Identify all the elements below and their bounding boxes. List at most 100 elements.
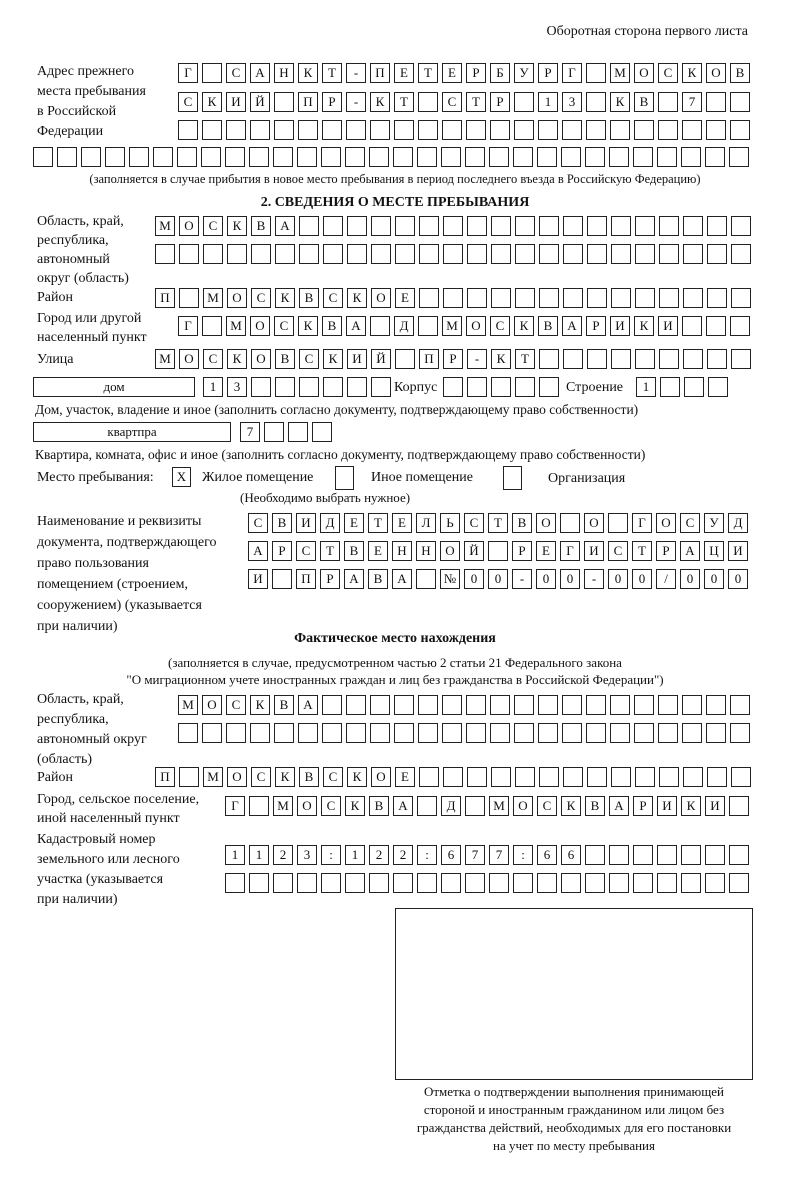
char-cell[interactable]: С [248, 513, 268, 533]
char-cell[interactable]: Ц [704, 541, 724, 561]
char-cell[interactable] [609, 147, 629, 167]
char-cell[interactable] [731, 767, 751, 787]
char-cell[interactable]: О [251, 349, 271, 369]
char-cell[interactable] [225, 873, 245, 893]
char-cell[interactable] [562, 120, 582, 140]
char-cell[interactable]: 0 [704, 569, 724, 589]
char-cell[interactable]: О [179, 216, 199, 236]
char-cell[interactable]: 1 [225, 845, 245, 865]
char-cell[interactable] [563, 216, 583, 236]
char-cell[interactable]: А [298, 695, 318, 715]
char-cell[interactable]: И [347, 349, 367, 369]
char-cell[interactable]: П [419, 349, 439, 369]
char-cell[interactable] [635, 244, 655, 264]
char-cell[interactable] [419, 767, 439, 787]
char-cell[interactable]: О [466, 316, 486, 336]
char-cell[interactable]: Е [395, 767, 415, 787]
char-cell[interactable]: Е [368, 541, 388, 561]
char-cell[interactable] [250, 723, 270, 743]
char-cell[interactable] [610, 695, 630, 715]
char-cell[interactable] [395, 216, 415, 236]
char-cell[interactable] [419, 244, 439, 264]
char-cell[interactable]: И [728, 541, 748, 561]
char-cell[interactable] [393, 147, 413, 167]
char-cell[interactable] [274, 120, 294, 140]
char-cell[interactable]: К [682, 63, 702, 83]
char-cell[interactable] [683, 244, 703, 264]
char-cell[interactable] [418, 695, 438, 715]
char-cell[interactable]: Р [320, 569, 340, 589]
char-cell[interactable] [418, 120, 438, 140]
char-cell[interactable]: Е [394, 63, 414, 83]
char-cell[interactable] [586, 92, 606, 112]
char-cell[interactable]: 0 [680, 569, 700, 589]
char-cell[interactable] [153, 147, 173, 167]
char-cell[interactable]: / [656, 569, 676, 589]
char-cell[interactable]: К [275, 288, 295, 308]
char-cell[interactable] [514, 723, 534, 743]
char-cell[interactable]: С [323, 767, 343, 787]
char-cell[interactable] [611, 767, 631, 787]
char-cell[interactable] [347, 244, 367, 264]
char-cell[interactable]: М [489, 796, 509, 816]
char-cell[interactable] [586, 120, 606, 140]
char-cell[interactable] [467, 244, 487, 264]
char-cell[interactable] [323, 244, 343, 264]
char-cell[interactable] [203, 244, 223, 264]
char-cell[interactable] [369, 873, 389, 893]
char-cell[interactable] [538, 695, 558, 715]
char-cell[interactable] [562, 723, 582, 743]
char-cell[interactable] [683, 216, 703, 236]
char-cell[interactable]: Р [633, 796, 653, 816]
char-cell[interactable] [491, 288, 511, 308]
char-cell[interactable] [658, 120, 678, 140]
char-cell[interactable]: К [298, 316, 318, 336]
char-cell[interactable]: И [705, 796, 725, 816]
char-cell[interactable]: 3 [297, 845, 317, 865]
char-cell[interactable] [288, 422, 308, 442]
char-cell[interactable]: Р [322, 92, 342, 112]
char-cell[interactable]: Й [464, 541, 484, 561]
char-cell[interactable] [371, 244, 391, 264]
char-cell[interactable] [706, 723, 726, 743]
char-cell[interactable] [659, 349, 679, 369]
char-cell[interactable]: П [298, 92, 318, 112]
char-cell[interactable] [371, 216, 391, 236]
char-cell[interactable]: Т [320, 541, 340, 561]
char-cell[interactable] [706, 120, 726, 140]
char-cell[interactable] [560, 513, 580, 533]
char-cell[interactable] [537, 147, 557, 167]
char-cell[interactable] [731, 216, 751, 236]
char-cell[interactable] [395, 349, 415, 369]
char-cell[interactable] [489, 147, 509, 167]
char-cell[interactable]: С [251, 767, 271, 787]
char-cell[interactable] [514, 92, 534, 112]
char-cell[interactable] [249, 147, 269, 167]
char-cell[interactable]: И [584, 541, 604, 561]
char-cell[interactable]: О [227, 288, 247, 308]
char-cell[interactable]: Р [538, 63, 558, 83]
char-cell[interactable]: 7 [465, 845, 485, 865]
char-cell[interactable]: В [251, 216, 271, 236]
char-cell[interactable] [515, 288, 535, 308]
char-cell[interactable] [443, 244, 463, 264]
char-cell[interactable]: 2 [369, 845, 389, 865]
char-cell[interactable] [250, 120, 270, 140]
char-cell[interactable] [634, 120, 654, 140]
char-cell[interactable] [539, 767, 559, 787]
char-cell[interactable]: Б [490, 63, 510, 83]
char-cell[interactable] [706, 92, 726, 112]
char-cell[interactable]: : [417, 845, 437, 865]
char-cell[interactable] [634, 723, 654, 743]
char-cell[interactable]: - [584, 569, 604, 589]
char-cell[interactable]: С [226, 695, 246, 715]
char-cell[interactable]: 7 [489, 845, 509, 865]
char-cell[interactable] [684, 377, 704, 397]
char-cell[interactable] [179, 244, 199, 264]
char-cell[interactable]: В [369, 796, 389, 816]
char-cell[interactable] [264, 422, 284, 442]
char-cell[interactable] [585, 147, 605, 167]
char-cell[interactable] [730, 316, 750, 336]
char-cell[interactable]: И [657, 796, 677, 816]
char-cell[interactable] [730, 120, 750, 140]
